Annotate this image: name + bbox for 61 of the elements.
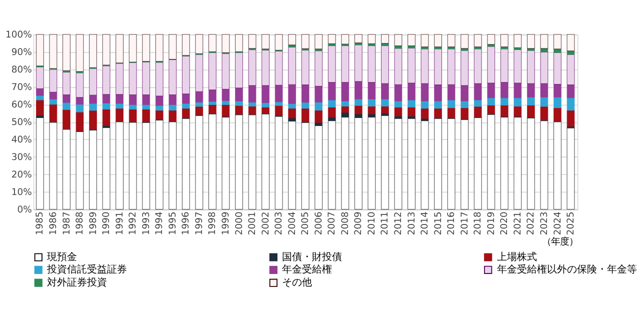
x-tick-label: 2016: [446, 212, 458, 236]
y-tick-label: 0%: [17, 204, 32, 216]
x-tick-label: 2021: [512, 212, 524, 236]
x-tick-label: 2006: [313, 212, 324, 236]
x-tick-label: 1998: [207, 212, 218, 236]
x-tick-label: 2012: [393, 212, 404, 236]
x-axis-title: （年度）: [542, 236, 578, 248]
legend-label: 投資信託受益証券: [46, 264, 128, 276]
x-tick-label: 2008: [340, 212, 351, 236]
y-tick-label: 60%: [11, 100, 32, 111]
x-tick-label: 2017: [459, 212, 470, 236]
legend-label: 年金受給権: [282, 264, 332, 276]
y-tick-label: 50%: [11, 117, 32, 128]
x-tick-label: 2014: [420, 212, 431, 236]
y-tick-label: 30%: [11, 152, 32, 164]
legend-label: 現預金: [47, 251, 78, 264]
x-tick-label: 2019: [486, 212, 497, 236]
x-tick-label: 2001: [247, 212, 258, 236]
x-tick-label: 1995: [167, 212, 178, 236]
x-tick-label: 2002: [260, 212, 272, 236]
legend-label: 上場株式: [496, 251, 537, 264]
x-tick-label: 2024: [552, 212, 564, 236]
x-tick-label: 1986: [48, 212, 59, 236]
x-tick-label: 1989: [88, 212, 99, 236]
x-tick-label: 2010: [366, 212, 378, 236]
x-tick-label: 2003: [274, 212, 285, 236]
y-tick-label: 80%: [11, 64, 32, 76]
legend-label: 国債・財投債: [282, 251, 342, 264]
x-tick-label: 2018: [472, 212, 484, 236]
y-tick-label: 10%: [11, 187, 32, 198]
x-tick-label: 1985: [34, 212, 46, 236]
y-tick-label: 90%: [11, 47, 32, 58]
x-tick-label: 1988: [74, 212, 86, 236]
legend-label: 対外証券投資: [47, 276, 108, 289]
x-tick-label: 1999: [220, 212, 232, 236]
legend-label: 年金受給権以外の保険・年金等: [496, 264, 637, 276]
x-tick-label: 2025: [566, 212, 577, 236]
y-tick-label: 70%: [11, 82, 32, 94]
x-tick-label: 2009: [353, 212, 364, 236]
y-tick-label: 100%: [5, 30, 32, 41]
x-tick-label: 1990: [101, 212, 112, 236]
y-tick-label: 40%: [11, 134, 32, 146]
x-tick-label: 1991: [114, 212, 126, 236]
legend-label: その他: [282, 276, 312, 289]
x-tick-label: 2011: [380, 212, 391, 236]
x-tick-label: 2020: [499, 212, 510, 236]
y-tick-label: 20%: [11, 170, 32, 181]
x-tick-label: 2015: [432, 212, 444, 236]
x-tick-label: 1997: [194, 212, 205, 236]
x-tick-label: 1992: [128, 212, 139, 236]
x-tick-label: 1993: [140, 212, 152, 236]
x-tick-label: 1994: [154, 212, 166, 236]
x-tick-label: 2013: [406, 212, 418, 236]
x-tick-label: 2022: [526, 212, 537, 236]
x-tick-label: 1996: [180, 212, 192, 236]
x-tick-label: 2023: [538, 212, 550, 236]
x-tick-label: 2000: [234, 212, 245, 236]
x-tick-label: 2004: [286, 212, 298, 236]
x-tick-label: 2007: [326, 212, 338, 236]
x-tick-label: 2005: [300, 212, 312, 236]
x-tick-label: 1987: [61, 212, 72, 236]
